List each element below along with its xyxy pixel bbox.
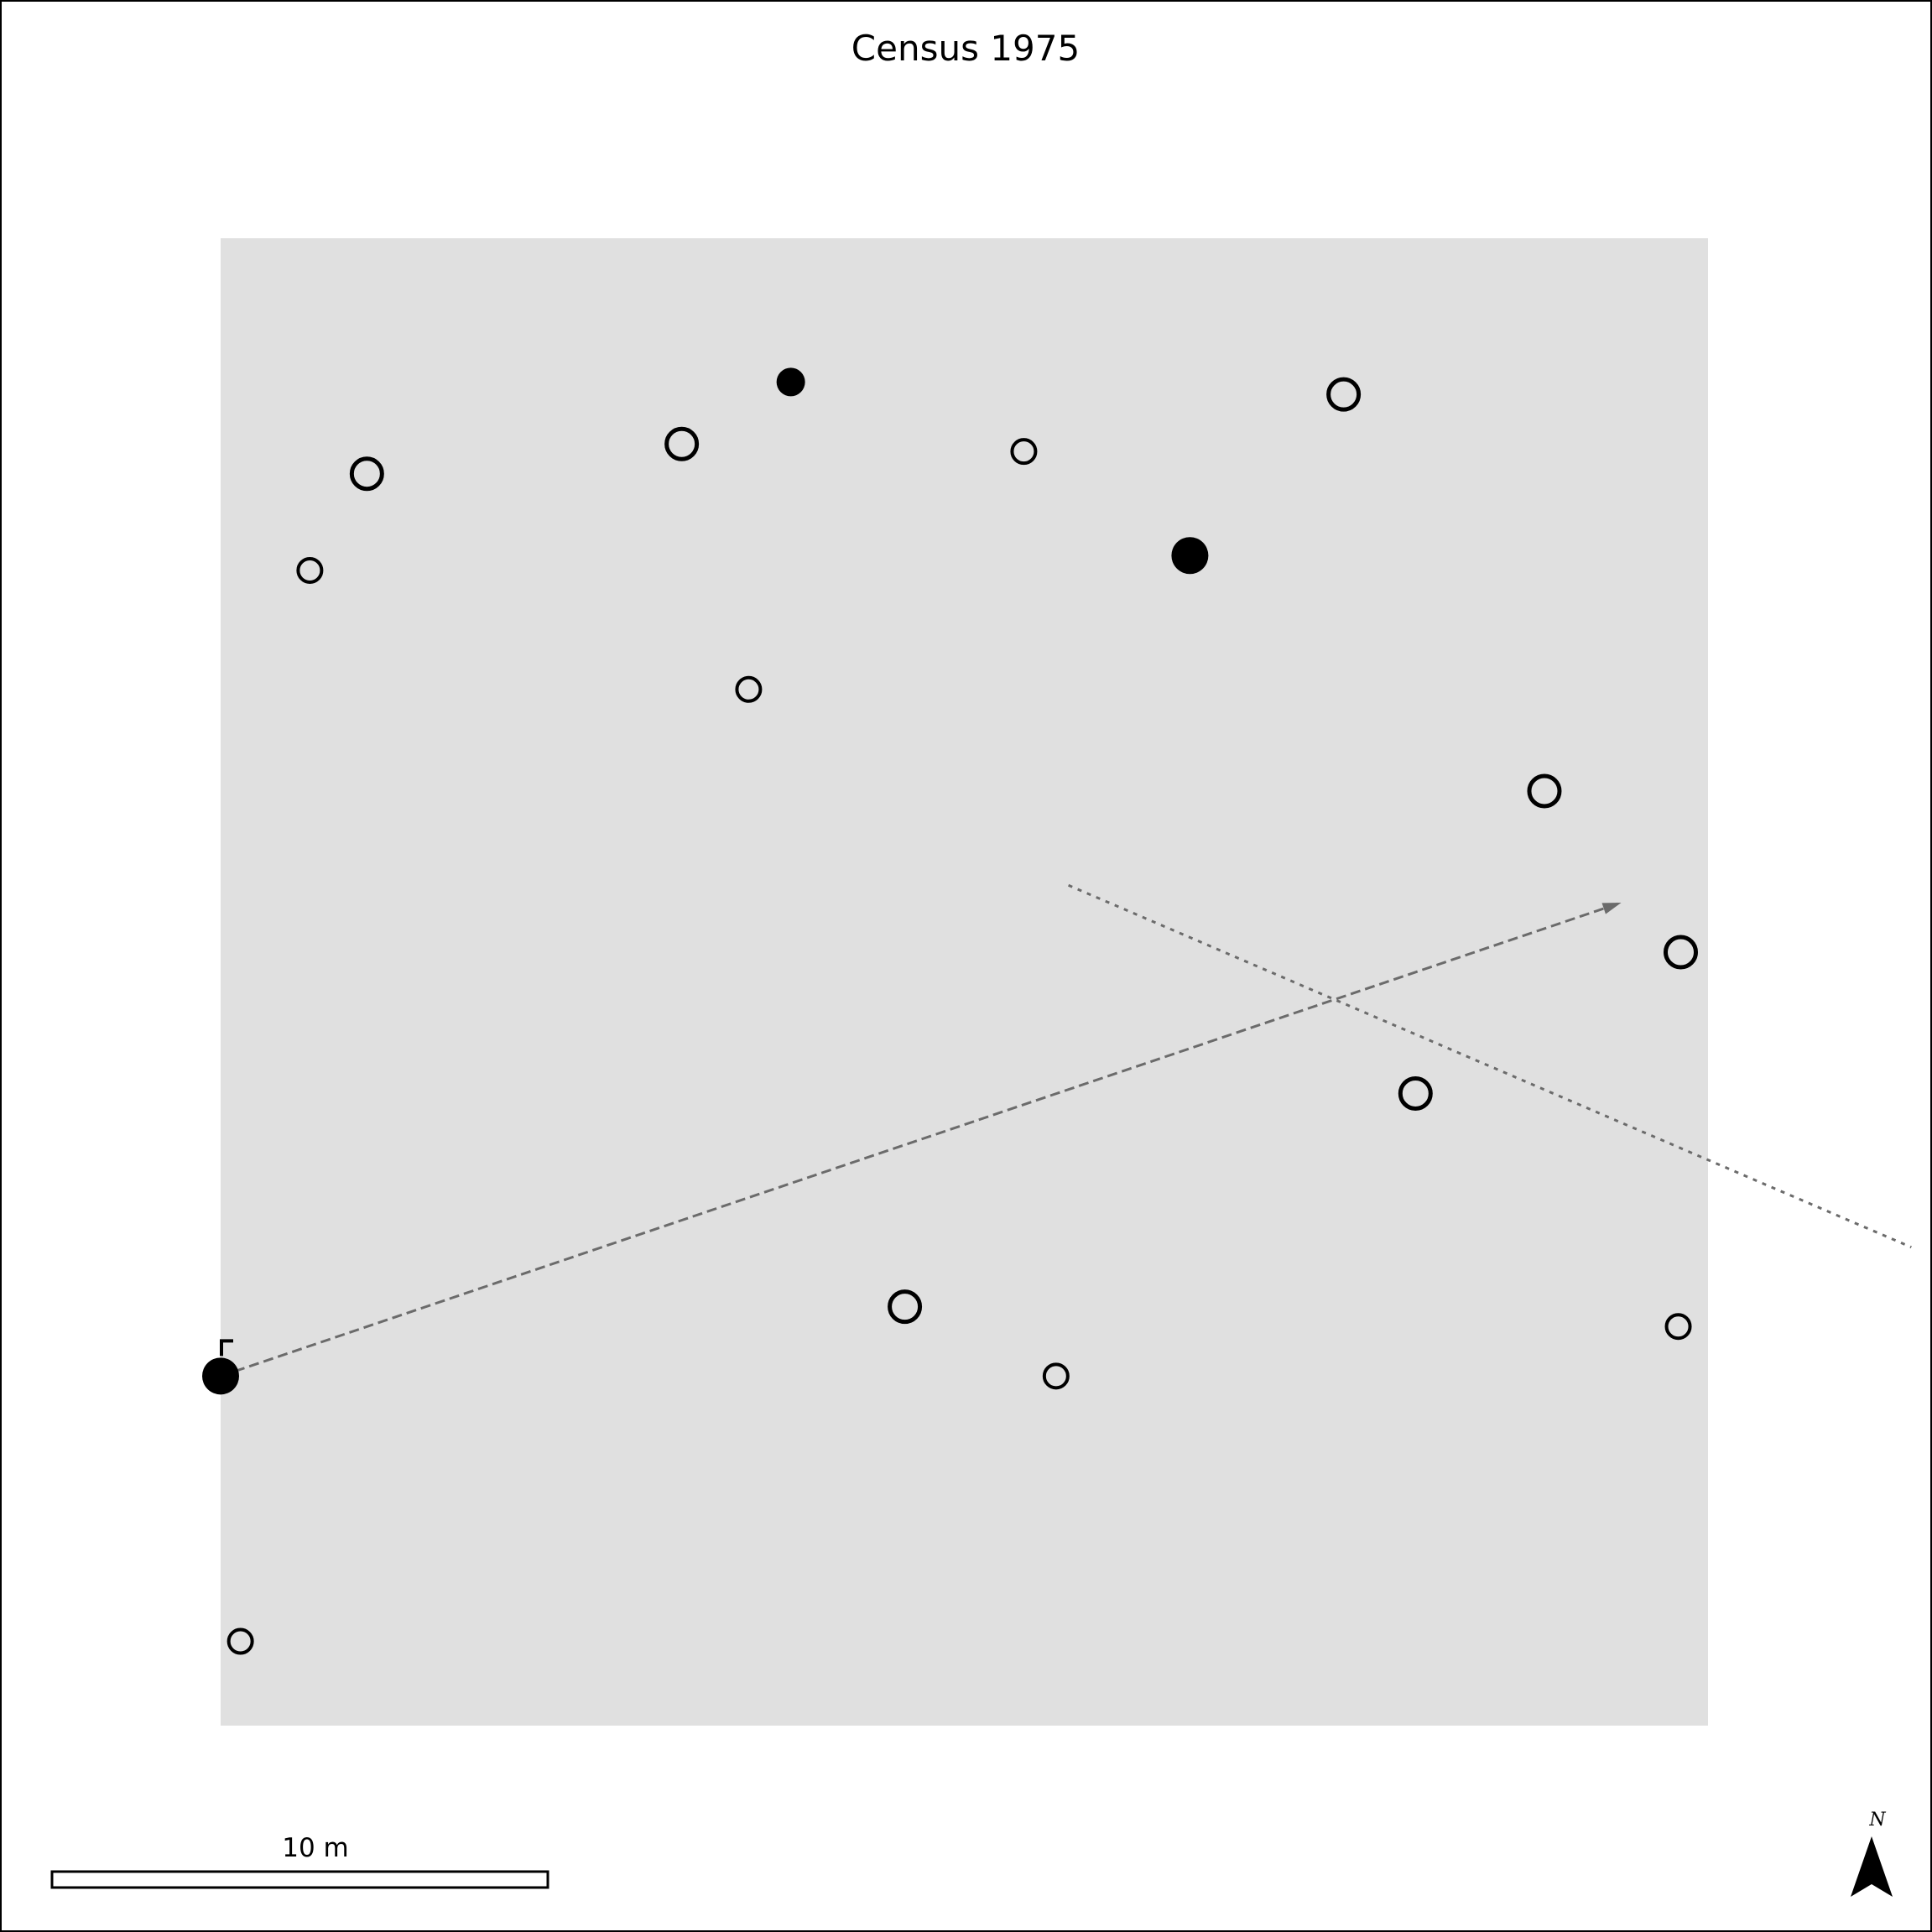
scale-bar-rect bbox=[50, 1870, 549, 1889]
points-layer bbox=[202, 367, 1698, 1655]
flag-icon bbox=[220, 1339, 233, 1357]
open-point-14 bbox=[1664, 1313, 1692, 1341]
dashed-path-arrowhead bbox=[1601, 902, 1622, 914]
scale-bar-label: 10 m bbox=[282, 1833, 349, 1863]
open-point-9 bbox=[1527, 773, 1562, 809]
filled-point-8 bbox=[1171, 537, 1209, 575]
open-point-2 bbox=[349, 456, 384, 492]
open-point-7 bbox=[1326, 377, 1362, 412]
open-point-15 bbox=[227, 1627, 254, 1655]
map-title: Census 1975 bbox=[851, 28, 1080, 69]
open-point-13 bbox=[1042, 1362, 1070, 1390]
paths-layer bbox=[220, 883, 1912, 1377]
filled-point-16 bbox=[202, 1357, 239, 1395]
open-point-12 bbox=[888, 1289, 923, 1325]
north-arrow-icon bbox=[1851, 1836, 1893, 1897]
open-point-6 bbox=[1010, 438, 1038, 466]
open-point-5 bbox=[735, 675, 763, 703]
scale-bar: 10 m bbox=[50, 1833, 549, 1889]
open-point-1 bbox=[296, 556, 324, 584]
north-arrow-label: N bbox=[1868, 1810, 1886, 1830]
north-arrow: N bbox=[1851, 1810, 1893, 1897]
filled-point-4 bbox=[776, 367, 805, 397]
open-point-10 bbox=[1663, 935, 1698, 970]
open-point-11 bbox=[1398, 1075, 1433, 1111]
dotted-path-line bbox=[1068, 883, 1912, 1249]
plot-area bbox=[221, 238, 1708, 1726]
open-point-3 bbox=[664, 426, 700, 461]
dashed-path-line bbox=[220, 901, 1622, 1377]
